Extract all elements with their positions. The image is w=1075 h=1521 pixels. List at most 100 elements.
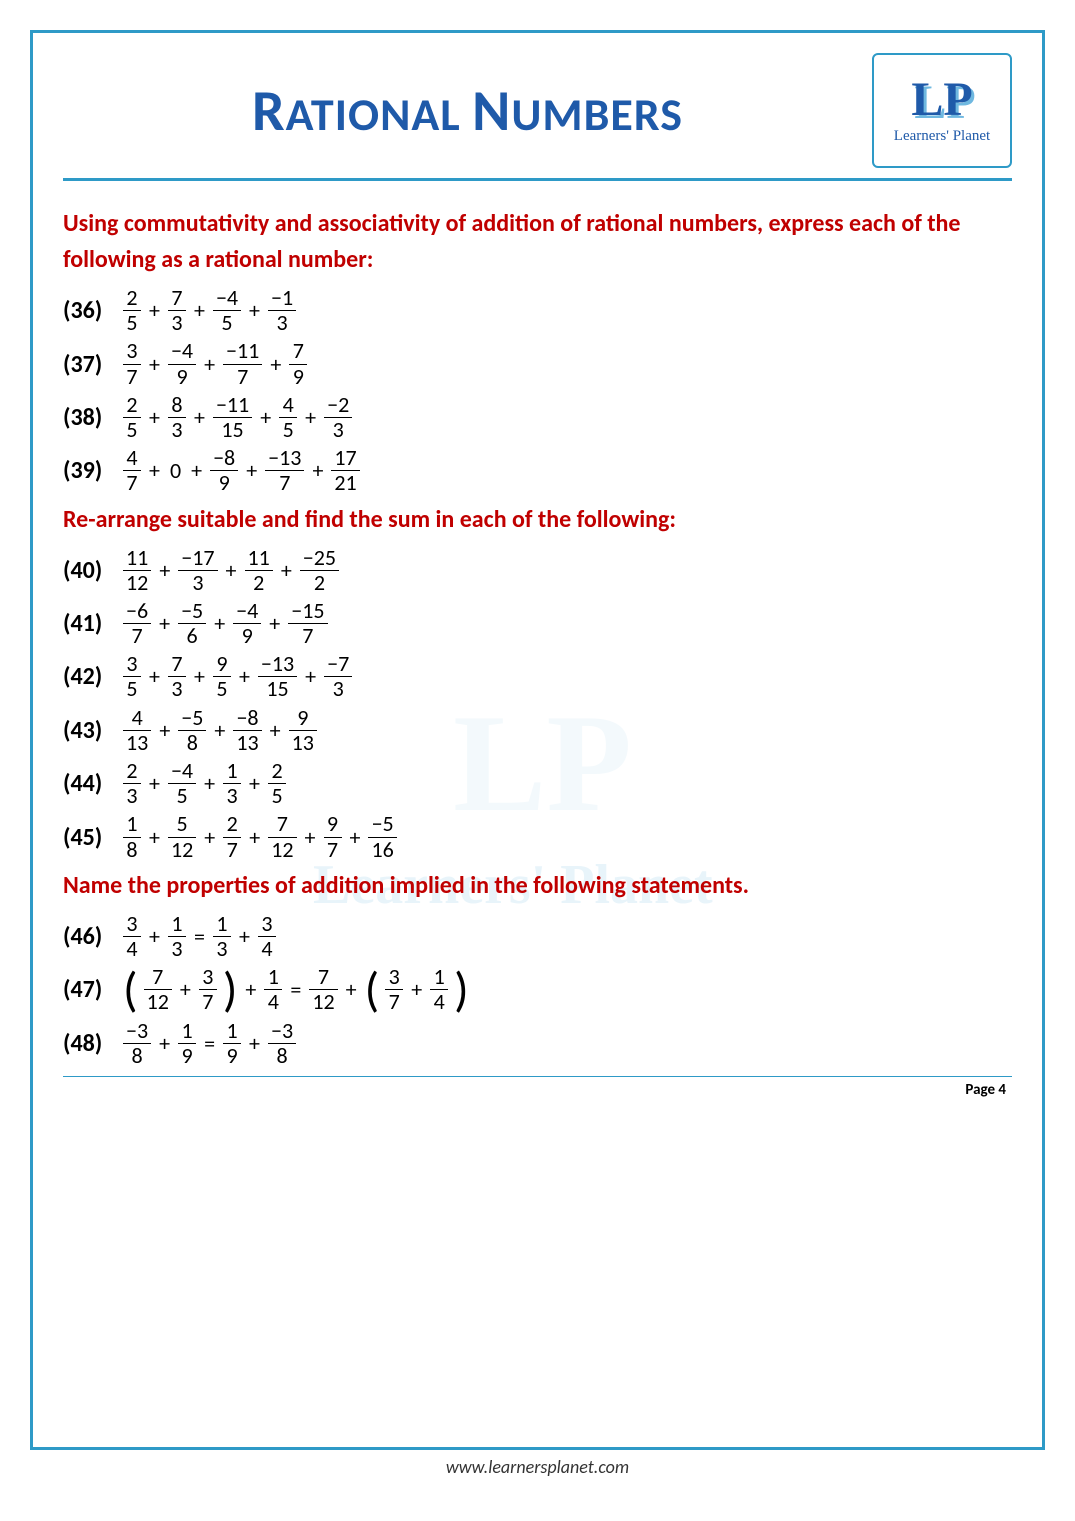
problem: (43) 4 13 + −5 8 + −8 13 + 9 13: [63, 706, 1012, 755]
fraction: 3 4: [123, 912, 141, 961]
numerator: −4: [168, 339, 196, 363]
fraction: 9 7: [324, 812, 342, 861]
denominator: 8: [128, 1044, 145, 1068]
operator: +: [409, 976, 424, 1003]
numerator: 2: [123, 286, 140, 310]
numerator: 3: [123, 652, 140, 676]
numerator: 17: [331, 446, 359, 470]
denominator: 12: [123, 571, 151, 595]
numerator: −25: [300, 546, 339, 570]
instruction-2: Re-arrange suitable and find the sum in …: [63, 502, 1012, 538]
denominator: 6: [184, 624, 201, 648]
fraction: −5 16: [368, 812, 396, 861]
denominator: 5: [268, 784, 285, 808]
fraction: 1 9: [178, 1019, 196, 1068]
fraction: 2 3: [123, 759, 141, 808]
denominator: 5: [173, 784, 190, 808]
numerator: 1: [123, 812, 140, 836]
operator: +: [202, 824, 217, 851]
operator: +: [157, 610, 172, 637]
operator: +: [247, 824, 262, 851]
fraction: 1 9: [223, 1019, 241, 1068]
problem: (36) 2 5 + 7 3 + −4 5 + −1 3: [63, 286, 1012, 335]
operator: +: [212, 610, 227, 637]
operator: +: [247, 297, 262, 324]
denominator: 21: [331, 471, 359, 495]
numerator: −17: [178, 546, 217, 570]
numerator: −1: [268, 286, 296, 310]
operator: +: [303, 404, 318, 431]
denominator: 7: [234, 365, 251, 389]
denominator: 2: [311, 571, 328, 595]
problem-number: (37): [63, 350, 123, 379]
problem: (38) 2 5 + 8 3 + −11 15 + 4 5 + −2 3: [63, 393, 1012, 442]
numerator: 3: [258, 912, 275, 936]
numerator: −5: [178, 706, 206, 730]
denominator: 13: [233, 731, 261, 755]
denominator: 12: [144, 990, 172, 1014]
numerator: −4: [213, 286, 241, 310]
numerator: −7: [324, 652, 352, 676]
denominator: 3: [189, 571, 206, 595]
problem: (42) 3 5 + 7 3 + 9 5 + −13 15 + −7 3: [63, 652, 1012, 701]
operator: +: [147, 770, 162, 797]
fraction: 3 5: [123, 652, 141, 701]
numerator: 3: [123, 912, 140, 936]
denominator: 3: [330, 418, 347, 442]
numerator: 5: [174, 812, 191, 836]
numerator: 7: [168, 652, 185, 676]
numerator: −4: [168, 759, 196, 783]
fraction: −15 7: [288, 599, 327, 648]
fraction: −11 15: [213, 393, 252, 442]
denominator: 7: [199, 990, 216, 1014]
denominator: 8: [123, 838, 140, 862]
denominator: 13: [289, 731, 317, 755]
fraction: −13 15: [258, 652, 297, 701]
denominator: 8: [273, 1044, 290, 1068]
denominator: 15: [218, 418, 246, 442]
denominator: 4: [265, 990, 282, 1014]
expression: 2 5 + 7 3 + −4 5 + −1 3: [123, 286, 296, 335]
operator: +: [147, 297, 162, 324]
operator: +: [192, 404, 207, 431]
fraction: −5 8: [178, 706, 206, 755]
denominator: 3: [223, 784, 240, 808]
numerator: 7: [290, 339, 307, 363]
problem-number: (46): [63, 922, 123, 951]
fraction: 3 7: [385, 965, 403, 1014]
numerator: 2: [123, 759, 140, 783]
fraction: −3 8: [268, 1019, 296, 1068]
denominator: 4: [431, 990, 448, 1014]
operator: +: [157, 557, 172, 584]
operator: +: [224, 557, 239, 584]
denominator: 3: [330, 677, 347, 701]
problem-number: (38): [63, 403, 123, 432]
paren-open: (: [365, 971, 380, 1009]
page-number: Page 4: [63, 1081, 1012, 1099]
operator: +: [244, 457, 259, 484]
fraction: −7 3: [324, 652, 352, 701]
numerator: 8: [168, 393, 185, 417]
numerator: 4: [129, 706, 146, 730]
expression: 3 4 + 1 3 = 1 3 + 3 4: [123, 912, 276, 961]
operator: +: [247, 1030, 262, 1057]
denominator: 7: [299, 624, 316, 648]
fraction: 4 7: [123, 446, 141, 495]
denominator: 7: [123, 471, 140, 495]
numerator: 4: [280, 393, 297, 417]
problem-number: (48): [63, 1029, 123, 1058]
denominator: 7: [324, 838, 341, 862]
fraction: −1 3: [268, 286, 296, 335]
numerator: 3: [199, 965, 216, 989]
fraction: −4 9: [168, 339, 196, 388]
numerator: 1: [431, 965, 448, 989]
page-title: RATIONAL NUMBERS: [63, 75, 872, 146]
problem-number: (41): [63, 609, 123, 638]
fraction: 9 5: [213, 652, 231, 701]
footer-url: www.learnersplanet.com: [30, 1456, 1045, 1478]
denominator: 9: [290, 365, 307, 389]
operator: +: [147, 351, 162, 378]
problem-number: (42): [63, 662, 123, 691]
denominator: 5: [213, 677, 230, 701]
denominator: 7: [123, 365, 140, 389]
